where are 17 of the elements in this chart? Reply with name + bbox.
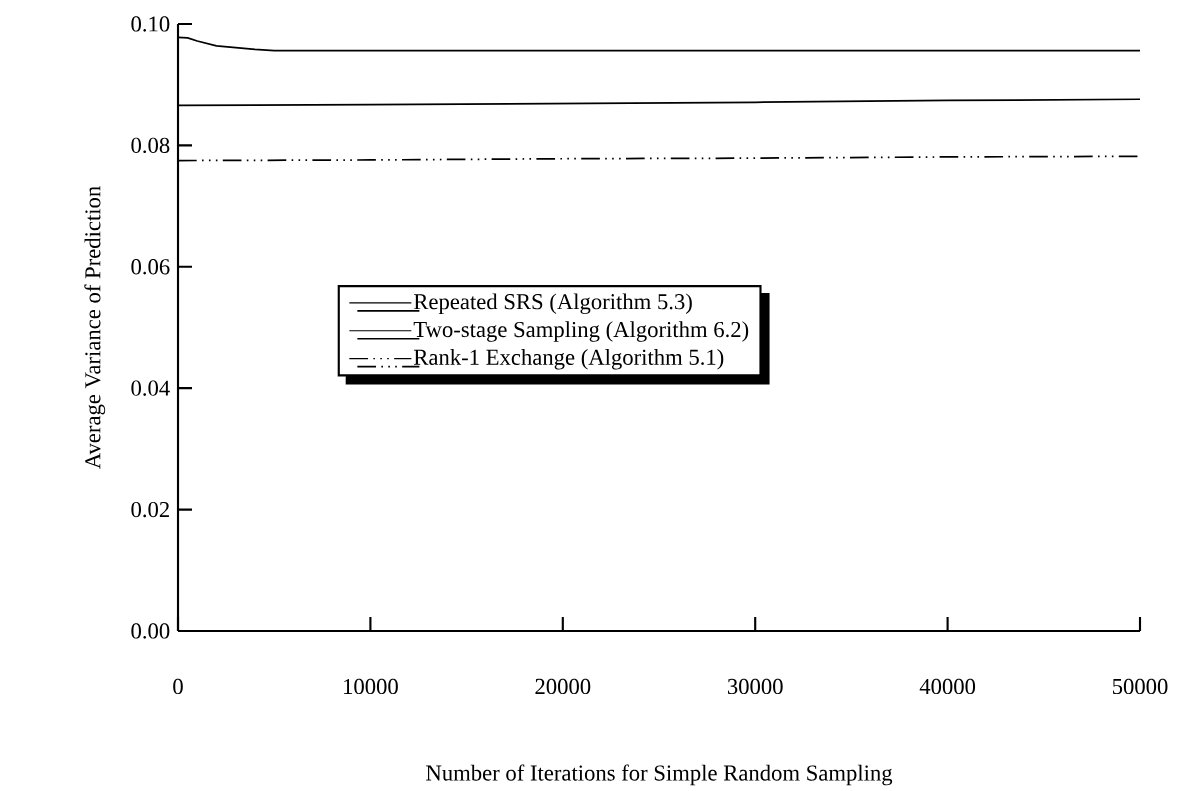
legend-label: Repeated SRS (Algorithm 5.3) [413, 293, 692, 315]
legend-label: Two-stage Sampling (Algorithm 6.2) [413, 321, 749, 342]
y-tick-label: 0.08 [131, 137, 170, 154]
y-tick-label: 0.04 [131, 380, 170, 396]
y-tick-label: 0.02 [131, 501, 169, 518]
x-tick-label: 0 [173, 678, 183, 695]
x-tick-label: 30000 [727, 678, 783, 695]
y-axis-title: Average Variance of Prediction [84, 186, 106, 469]
legend-label: Rank-1 Exchange (Algorithm 5.1) [413, 348, 724, 370]
x-tick-label: 10000 [344, 678, 398, 695]
x-axis-title: Number of Iterations for Simple Random Sampling [426, 764, 893, 786]
y-tick-label: 0.10 [131, 16, 170, 32]
y-tick-label: 0.06 [131, 259, 170, 275]
x-tick-label: 40000 [919, 678, 976, 695]
x-tick-label: 20000 [535, 678, 591, 695]
x-tick-label: 50000 [1112, 678, 1168, 695]
y-tick-label: 0.00 [131, 623, 170, 639]
